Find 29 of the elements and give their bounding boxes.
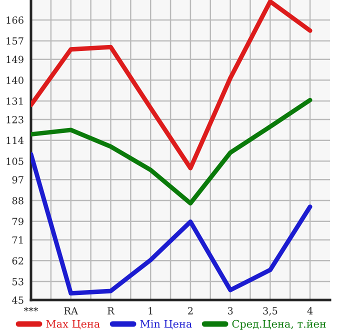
x-tick-label: 2 — [188, 307, 193, 314]
y-tick-label: 97 — [12, 176, 24, 184]
y-tick-label: 53 — [12, 278, 24, 286]
y-tick-label: 114 — [6, 136, 24, 144]
y-tick-label: 166 — [6, 16, 24, 24]
y-tick-label: 79 — [12, 218, 24, 226]
legend-label: Сред.Цена, т.йен — [232, 320, 326, 330]
y-tick-label: 105 — [6, 158, 24, 165]
y-tick-label: 88 — [12, 196, 24, 204]
y-tick-label: 45 — [12, 296, 24, 304]
x-tick-label: *** — [24, 307, 38, 312]
legend-label: Min Цена — [140, 320, 192, 330]
line-series — [31, 152, 312, 296]
y-tick-label: 131 — [6, 97, 23, 105]
line-series — [31, 0, 312, 170]
x-tick-label: 4 — [307, 307, 313, 314]
y-tick-label: 157 — [6, 37, 24, 45]
y-tick-label: 140 — [6, 76, 24, 84]
x-tick-label: RA — [64, 307, 78, 314]
legend-label: Max Цена — [46, 320, 100, 330]
x-tick-label: 3,5 — [263, 307, 278, 316]
x-tick-label: 1 — [148, 307, 152, 314]
x-tick-label: 3 — [228, 307, 233, 314]
y-tick-label: 62 — [12, 257, 24, 264]
y-tick-label: 71 — [12, 236, 23, 244]
y-tick-label: 123 — [6, 116, 24, 124]
line-series — [31, 98, 312, 206]
y-tick-label: 149 — [6, 56, 24, 64]
x-tick-label: R — [108, 307, 115, 314]
